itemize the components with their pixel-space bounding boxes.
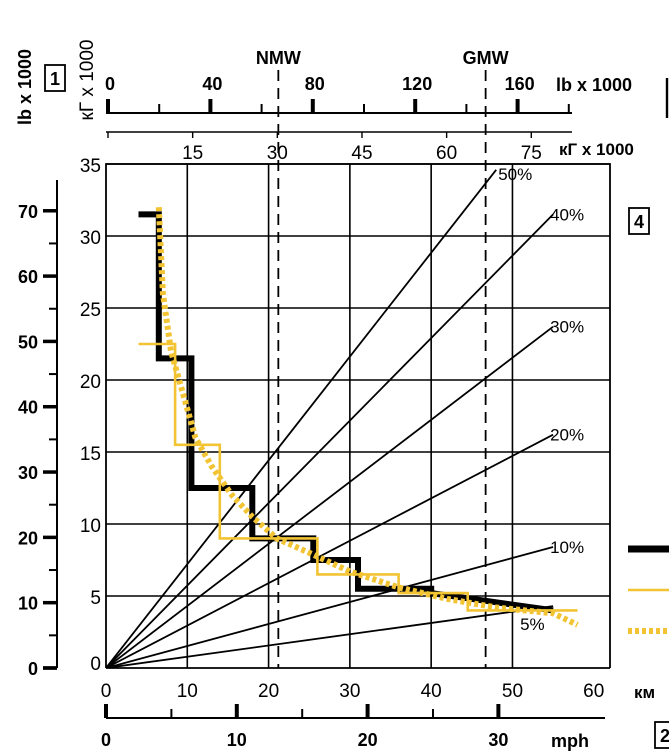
boxed-label-box (44, 64, 66, 92)
lb-top-tick-label: 160 (505, 74, 535, 94)
grade-label: 20% (550, 426, 584, 445)
mph-tick-label: 0 (101, 730, 111, 750)
mph-tick-label: 30 (488, 730, 508, 750)
grade-label: 30% (550, 318, 584, 337)
grade-line (106, 546, 554, 668)
grade-label: 10% (550, 538, 584, 557)
grade-line (106, 605, 554, 668)
kg-second-tick-label: 45 (351, 143, 372, 164)
km-axis-title: км (634, 683, 655, 702)
lb-left-tick-label: 40 (18, 398, 38, 418)
effort-curve (138, 211, 554, 614)
mph-tick-label: 20 (358, 730, 378, 750)
weight-marker-label: GMW (463, 48, 509, 68)
grid-lines (105, 163, 611, 669)
mph-axis-title: mph (551, 731, 589, 751)
grade-line (106, 169, 497, 668)
kg-tick-label: 30 (80, 228, 101, 249)
kg-tick-label: 0 (90, 654, 101, 675)
km-tick-label: 60 (583, 681, 604, 702)
lb-left-tick-label: 60 (18, 267, 38, 287)
lb-top-tick-label: 80 (305, 74, 325, 94)
grade-label: 5% (520, 615, 545, 634)
grade-label: 50% (498, 165, 532, 184)
km-tick-label: 30 (339, 681, 360, 702)
kg-second-tick-label: 30 (267, 143, 288, 164)
boxed-label: 4 (634, 212, 644, 232)
kg-tick-label: 35 (80, 156, 101, 177)
kg-tick-label: 15 (80, 444, 101, 465)
boxed-label-box (628, 207, 650, 235)
km-tick-label: 10 (177, 681, 198, 702)
lb-left-axis-title: lb x 1000 (15, 49, 35, 125)
kg-second-tick-label: 75 (521, 143, 542, 164)
km-tick-label: 0 (101, 681, 112, 702)
lb-top-tick-label: 40 (202, 74, 222, 94)
km-tick-label: 50 (502, 681, 523, 702)
kg-tick-label: 10 (80, 516, 101, 537)
chart-labels: 50%40%30%20%10%5%NMW GMW05101520253035кГ … (15, 40, 669, 751)
plot-frame (105, 163, 611, 668)
lb-left-tick-label: 70 (18, 202, 38, 222)
kg-second-tick-label: 15 (182, 143, 203, 164)
grade-lines (106, 169, 554, 668)
kg-axis-title: кГ x 1000 (77, 40, 98, 121)
grade-line (106, 213, 554, 668)
lb-left-tick-label: 30 (18, 463, 38, 483)
lb-top-tick-label: 0 (105, 74, 115, 94)
km-tick-label: 40 (421, 681, 442, 702)
grade-label: 40% (550, 205, 584, 224)
kg-second-tick-label: 60 (436, 143, 457, 164)
kg-second-axis-title: кГ x 1000 (559, 140, 634, 159)
boxed-label-box (654, 721, 669, 749)
grade-line (106, 433, 554, 668)
kg-tick-label: 5 (90, 588, 101, 609)
grade-line (106, 326, 554, 668)
boxed-label: 2 (660, 726, 669, 746)
lb-top-tick-label: 120 (402, 74, 432, 94)
lb-left-tick-label: 0 (28, 659, 38, 679)
legend (628, 545, 669, 634)
km-tick-label: 20 (258, 681, 279, 702)
effort-curve (155, 207, 579, 628)
lb-left-tick-label: 50 (18, 332, 38, 352)
kg-tick-label: 25 (80, 300, 101, 321)
lb-top-axis-title: lb x 1000 (556, 75, 632, 95)
mph-tick-label: 10 (227, 730, 247, 750)
boxed-label: 1 (50, 69, 60, 89)
lb-left-tick-label: 20 (18, 528, 38, 548)
weight-marker-lines (277, 70, 487, 668)
axes (43, 78, 669, 719)
effort-curves (138, 207, 579, 628)
weight-marker-label: NMW (256, 48, 301, 68)
kg-tick-label: 20 (80, 372, 101, 393)
lb-left-tick-label: 10 (18, 594, 38, 614)
